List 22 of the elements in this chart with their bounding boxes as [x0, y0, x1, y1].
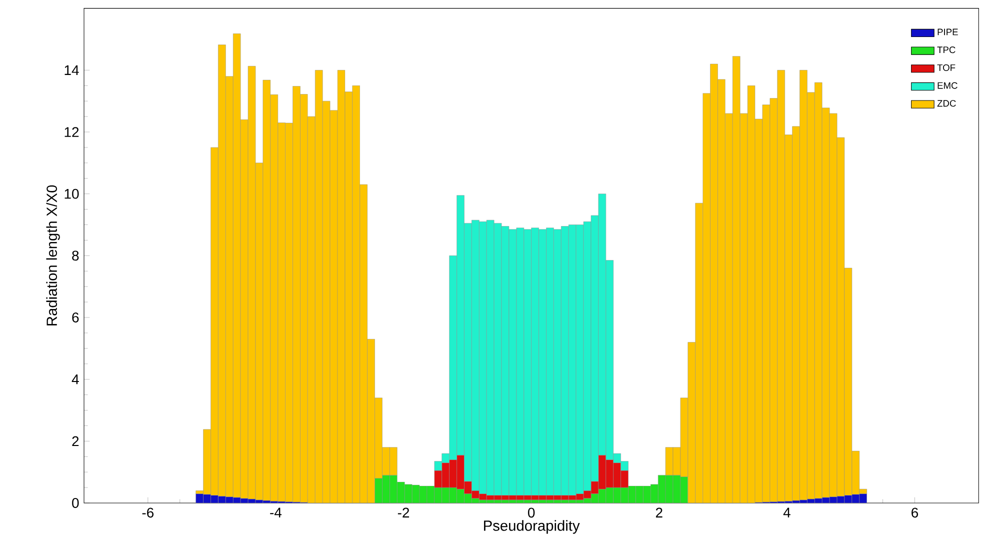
y-axis-title: Radiation length X/X0: [46, 185, 60, 326]
y-tick-label: 12: [64, 127, 79, 137]
x-tick-label: -6: [142, 508, 154, 518]
y-tick-label: 10: [64, 188, 79, 199]
x-tick-label: -4: [270, 508, 282, 518]
legend-label: PIPE: [938, 28, 958, 36]
x-tick-label: -2: [398, 508, 410, 518]
legend-label: TOF: [937, 64, 956, 71]
x-axis-title: Pseudorapidity: [484, 520, 580, 534]
y-tick-label: 6: [72, 312, 79, 322]
x-tick-label: 0: [528, 508, 535, 518]
legend-label: ZDC: [937, 100, 956, 107]
legend-label: TPC: [937, 46, 956, 54]
x-tick-label: 6: [912, 508, 918, 518]
x-tick-label: 2: [656, 508, 662, 518]
y-tick-label: 0: [72, 498, 79, 508]
legend-label: EMC: [938, 82, 958, 89]
y-tick-label: 14: [64, 65, 79, 75]
y-tick-label: 8: [72, 250, 79, 261]
x-tick-label: 4: [783, 508, 790, 518]
y-tick-label: 4: [72, 374, 79, 384]
y-tick-label: 2: [72, 436, 79, 446]
